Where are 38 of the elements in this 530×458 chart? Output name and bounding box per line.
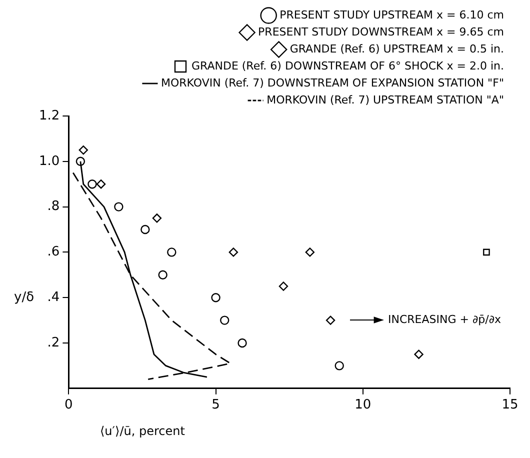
point (278, 282, 288, 291)
point (220, 316, 230, 325)
point (238, 338, 247, 348)
point (158, 270, 168, 280)
legend-label: GRANDE (Ref. 6) UPSTREAM x = 0.5 in. (290, 42, 504, 56)
x-tick-label: 10 (354, 398, 372, 413)
point (78, 145, 88, 155)
point (152, 214, 162, 223)
y-tick-label: .6 (47, 244, 60, 260)
legend-label: MORKOVIN (Ref. 7) DOWNSTREAM OF EXPANSION STATION "F" (160, 76, 504, 90)
legend-label: GRANDE (Ref. 6) DOWNSTREAM OF 6° SHOCK x = 2.0 in. (191, 59, 504, 72)
point (326, 316, 336, 325)
y-axis-title: y/δ (14, 290, 34, 305)
point (96, 180, 106, 189)
x-tick-label: 15 (502, 398, 518, 413)
point (414, 350, 424, 359)
y-tick-label: 1.0 (38, 154, 60, 169)
point (76, 156, 86, 166)
point (334, 361, 344, 370)
x-axis-title: ⟨u′⟩/ū, percent (100, 424, 185, 438)
legend-label: MORKOVIN (Ref. 7) UPSTREAM STATION "A" (266, 93, 504, 106)
y-tick-label: .8 (47, 199, 60, 214)
point (483, 248, 490, 256)
y-tick-label: 1.2 (38, 108, 60, 124)
y-tick-label: .2 (47, 335, 60, 350)
point (167, 248, 176, 257)
x-tick-label: 0 (64, 398, 73, 413)
legend-label: PRESENT STUDY DOWNSTREAM x = 9.65 cm (258, 25, 504, 38)
legend-label: PRESENT STUDY UPSTREAM x = 6.10 cm (280, 8, 504, 22)
point (88, 180, 97, 189)
point (140, 224, 150, 234)
point (305, 248, 315, 257)
point (211, 293, 220, 302)
annotation: INCREASING + ∂p̄/∂x (388, 313, 502, 326)
y-tick-label: .4 (47, 290, 60, 305)
point (228, 248, 238, 257)
point (114, 202, 124, 212)
x-tick-label: 5 (212, 398, 220, 413)
